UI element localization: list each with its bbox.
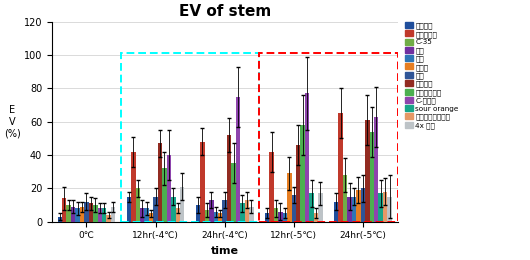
Bar: [107, 215, 111, 222]
Bar: [75, 208, 80, 222]
Bar: [361, 188, 365, 222]
Bar: [378, 193, 383, 222]
Bar: [171, 197, 175, 222]
Bar: [145, 208, 149, 222]
Bar: [232, 163, 236, 222]
Bar: [209, 200, 214, 222]
Bar: [334, 202, 339, 222]
Bar: [149, 213, 153, 222]
Bar: [93, 205, 98, 222]
Y-axis label: E
V
(%): E V (%): [4, 105, 21, 138]
Bar: [365, 120, 369, 222]
Bar: [236, 97, 240, 222]
Bar: [240, 203, 245, 222]
Bar: [111, 206, 116, 222]
Legend: 루비동스, 폴케머레문, C-35, 덧자, 비릉, 스원근, 유자, 시쿠와사, 클레오파트라, C-마크로, sour orange, 카리조시트레인지, : 루비동스, 폴케머레문, C-35, 덧자, 비릉, 스원근, 유자, 시쿠와사…: [404, 21, 460, 129]
Bar: [301, 125, 305, 222]
Bar: [214, 212, 218, 222]
Bar: [347, 197, 352, 222]
Bar: [162, 168, 166, 222]
Bar: [296, 145, 301, 222]
Bar: [58, 217, 62, 222]
Bar: [292, 195, 296, 222]
Bar: [282, 213, 287, 222]
Bar: [140, 208, 145, 222]
Bar: [310, 193, 314, 222]
Bar: [166, 155, 171, 222]
Bar: [158, 143, 162, 222]
Bar: [89, 203, 93, 222]
Bar: [259, 53, 398, 222]
Bar: [62, 198, 66, 222]
Bar: [374, 117, 378, 222]
Bar: [180, 187, 184, 222]
Bar: [153, 197, 158, 222]
Title: EV of stem: EV of stem: [179, 4, 271, 19]
Bar: [343, 175, 347, 222]
Bar: [245, 200, 249, 222]
Bar: [305, 93, 310, 222]
Bar: [136, 188, 140, 222]
Bar: [66, 205, 71, 222]
Bar: [223, 200, 227, 222]
Bar: [318, 193, 323, 222]
Bar: [387, 197, 392, 222]
Bar: [356, 190, 361, 222]
Bar: [218, 213, 223, 222]
Bar: [278, 212, 282, 222]
Bar: [369, 132, 374, 222]
Bar: [131, 152, 136, 222]
Bar: [205, 210, 209, 222]
Bar: [127, 197, 131, 222]
X-axis label: time: time: [211, 246, 238, 256]
Bar: [269, 152, 274, 222]
Bar: [352, 197, 356, 222]
Bar: [98, 208, 102, 222]
Bar: [274, 208, 278, 222]
Bar: [84, 202, 89, 222]
Bar: [339, 113, 343, 222]
Bar: [287, 173, 292, 222]
Bar: [102, 208, 107, 222]
Bar: [265, 213, 269, 222]
Bar: [175, 208, 180, 222]
Bar: [196, 205, 200, 222]
Bar: [227, 135, 232, 222]
Bar: [314, 213, 318, 222]
Bar: [200, 142, 205, 222]
Bar: [80, 206, 84, 222]
Bar: [121, 53, 260, 222]
Bar: [71, 206, 75, 222]
Bar: [249, 206, 253, 222]
Bar: [383, 192, 387, 222]
